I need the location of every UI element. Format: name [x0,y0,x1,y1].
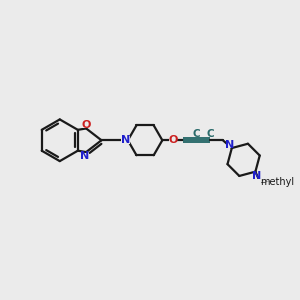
Bar [122,136,130,144]
Bar [226,141,233,148]
Bar [81,152,89,160]
Text: C: C [192,129,200,139]
Text: N: N [252,171,262,181]
Bar [193,131,199,137]
Text: methyl: methyl [261,182,266,183]
Text: methyl: methyl [262,182,268,183]
Text: methyl: methyl [266,181,270,182]
Text: C: C [207,129,214,139]
Bar [257,179,272,187]
Text: methyl: methyl [260,177,295,187]
Bar [169,137,177,144]
Text: N: N [121,135,130,145]
Bar [257,179,271,186]
Bar [253,172,261,180]
Bar [82,122,90,128]
Text: N: N [225,140,234,150]
Text: O: O [168,135,178,145]
Text: O: O [82,120,91,130]
Bar [207,131,214,137]
Text: N: N [80,151,90,161]
